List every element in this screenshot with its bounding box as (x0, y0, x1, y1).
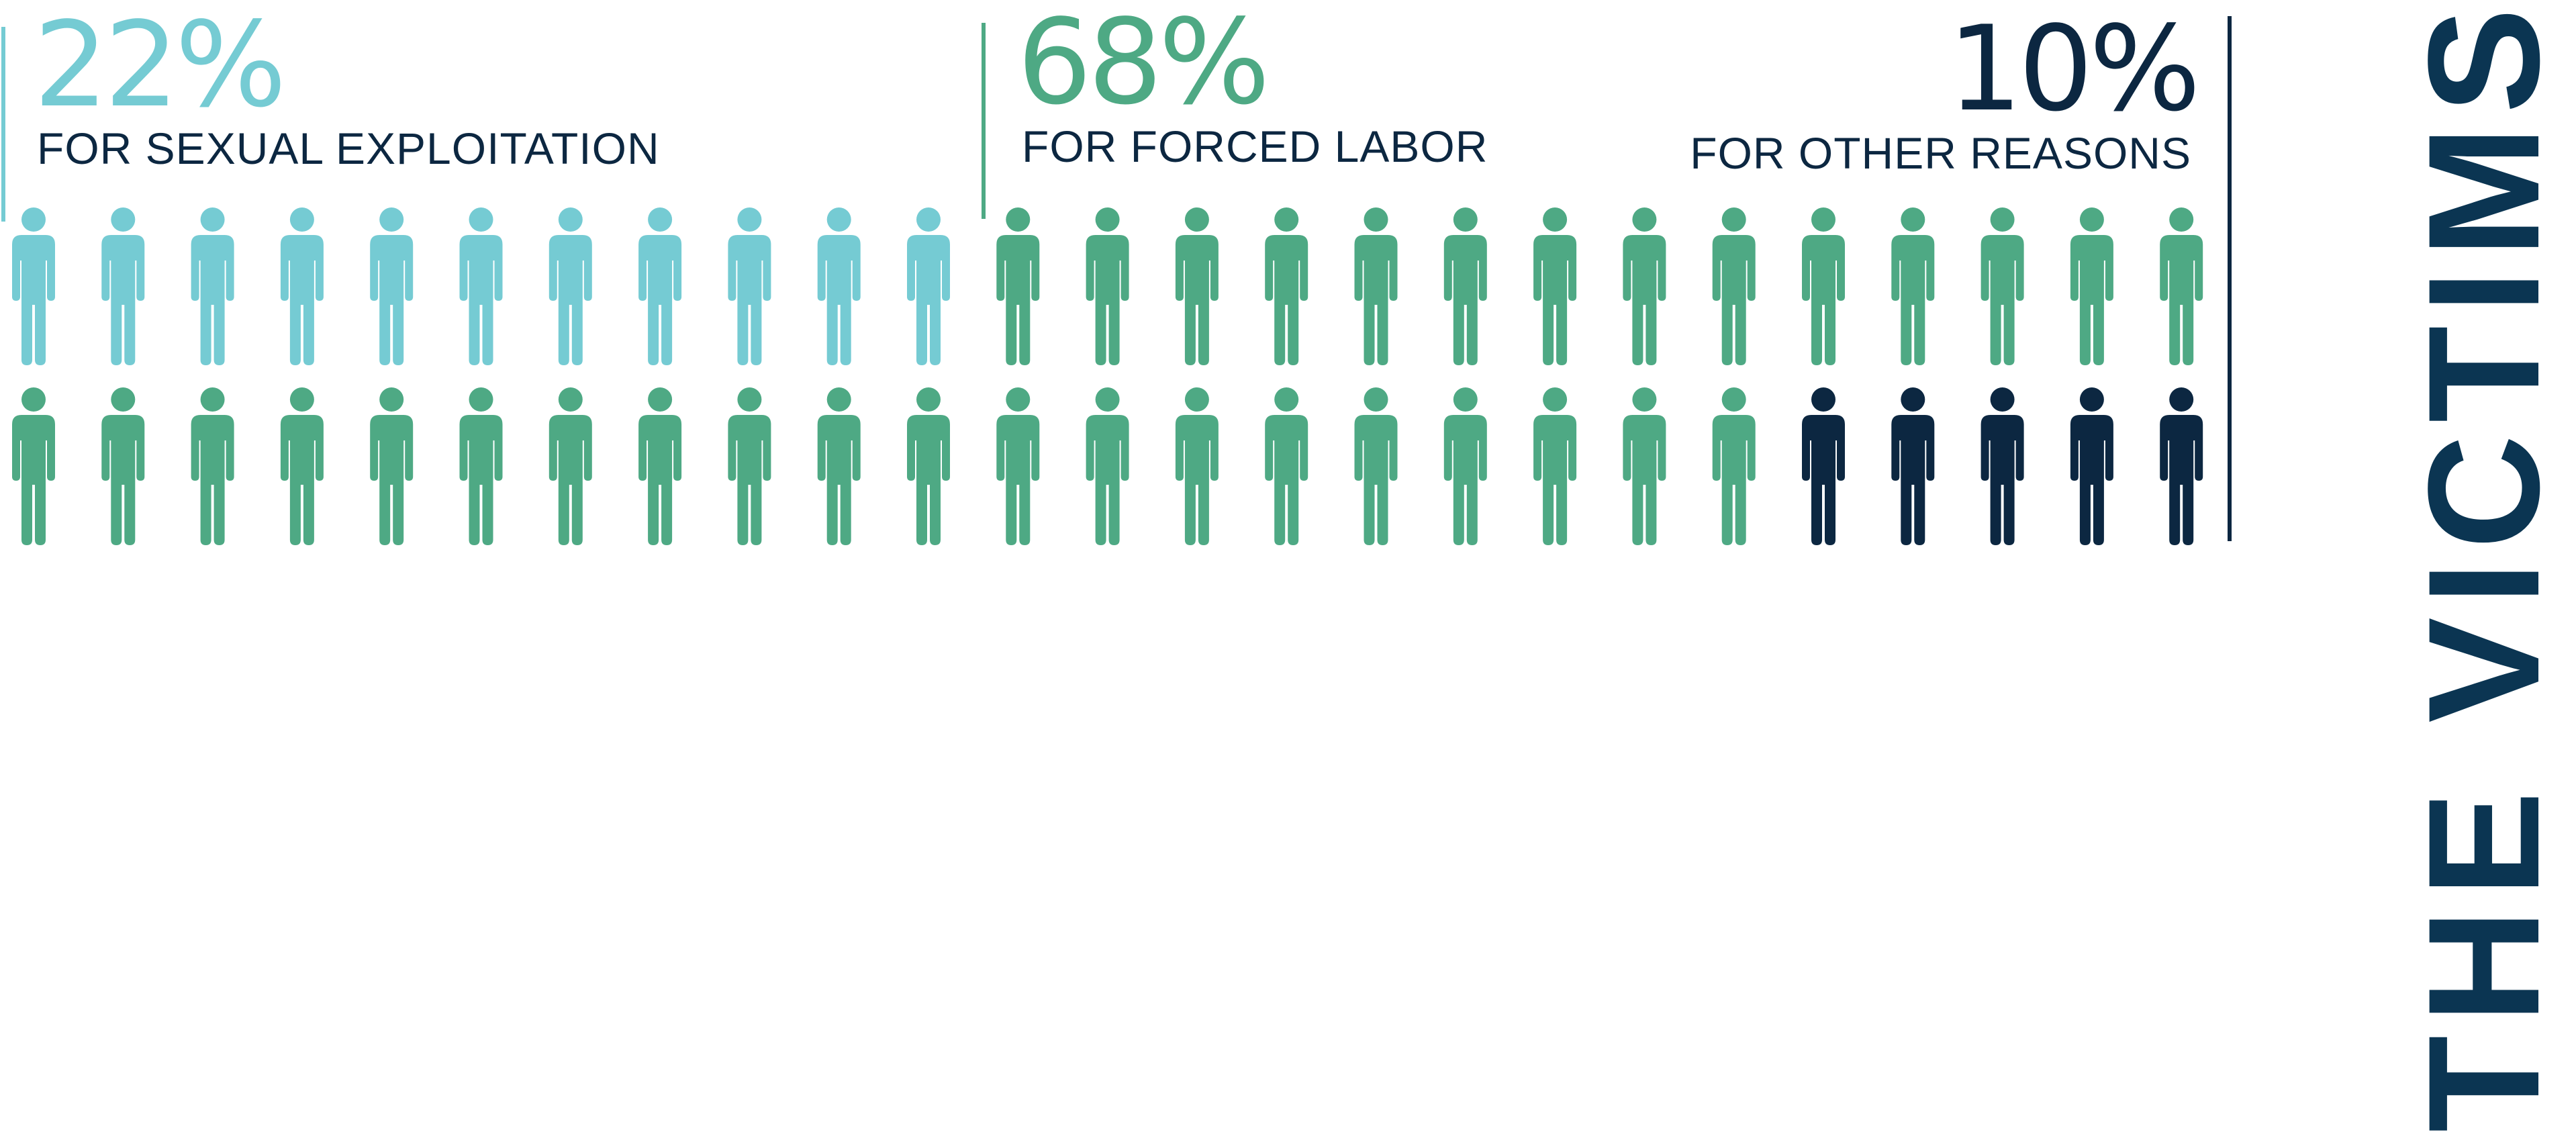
person-icon-labor (280, 387, 324, 545)
person-icon-labor (2160, 207, 2203, 365)
person-icon-labor (1802, 207, 1845, 365)
person-icon-labor (1981, 207, 2024, 365)
person-icon-labor (370, 387, 414, 545)
person-icon-sexual (548, 207, 592, 365)
person-icon-labor (1175, 387, 1219, 545)
person-icon-sexual (191, 207, 234, 365)
person-icon-labor (1712, 207, 1756, 365)
person-icon-sexual (101, 207, 145, 365)
person-icon-labor (459, 387, 503, 545)
person-icon-labor (191, 387, 234, 545)
person-icon-labor (1265, 387, 1308, 545)
person-icon-sexual (12, 207, 55, 365)
person-icon-other (1891, 387, 1935, 545)
person-icon-labor (728, 387, 771, 545)
pictograph (12, 207, 2203, 545)
person-icon-other (2070, 387, 2113, 545)
page-title: THE VICTIMS (2395, 0, 2573, 1132)
labor-percent: 68% (1017, 0, 1270, 131)
person-icon-labor (996, 207, 1040, 365)
person-icon-sexual (370, 207, 414, 365)
divider-other (2228, 16, 2232, 541)
person-icon-labor (1533, 387, 1577, 545)
person-icon-labor (12, 387, 55, 545)
person-icon-labor (101, 387, 145, 545)
person-icon-labor (638, 387, 682, 545)
person-icon-sexual (907, 207, 950, 365)
person-icon-labor (1891, 207, 1935, 365)
person-icon-labor (1265, 207, 1308, 365)
person-icon-sexual (638, 207, 682, 365)
person-icon-labor (2070, 207, 2113, 365)
person-icon-labor (1443, 387, 1487, 545)
person-icon-sexual (728, 207, 771, 365)
divider-sexual (1, 27, 5, 222)
person-icon-labor (1086, 387, 1129, 545)
person-icon-labor (1086, 207, 1129, 365)
person-icon-sexual (817, 207, 861, 365)
sexual-percent: 22% (34, 0, 287, 134)
person-icon-other (1802, 387, 1845, 545)
person-icon-sexual (280, 207, 324, 365)
person-icon-labor (1354, 207, 1398, 365)
person-icon-labor (1533, 207, 1577, 365)
person-icon-labor (1623, 207, 1666, 365)
person-icon-labor (1623, 387, 1666, 545)
person-icon-other (2160, 387, 2203, 545)
sexual-label: FOR SEXUAL EXPLOITATION (37, 124, 660, 173)
person-icon-labor (1712, 387, 1756, 545)
person-icon-sexual (459, 207, 503, 365)
person-icon-labor (907, 387, 950, 545)
other-label: FOR OTHER REASONS (1690, 128, 2191, 178)
person-icon-other (1981, 387, 2024, 545)
person-icon-labor (1175, 207, 1219, 365)
person-icon-labor (996, 387, 1040, 545)
person-icon-labor (1354, 387, 1398, 545)
other-percent: 10% (1948, 1, 2201, 138)
person-icon-labor (548, 387, 592, 545)
person-icon-labor (817, 387, 861, 545)
divider-labor (982, 23, 986, 219)
labor-label: FOR FORCED LABOR (1022, 122, 1488, 171)
person-icon-labor (1443, 207, 1487, 365)
